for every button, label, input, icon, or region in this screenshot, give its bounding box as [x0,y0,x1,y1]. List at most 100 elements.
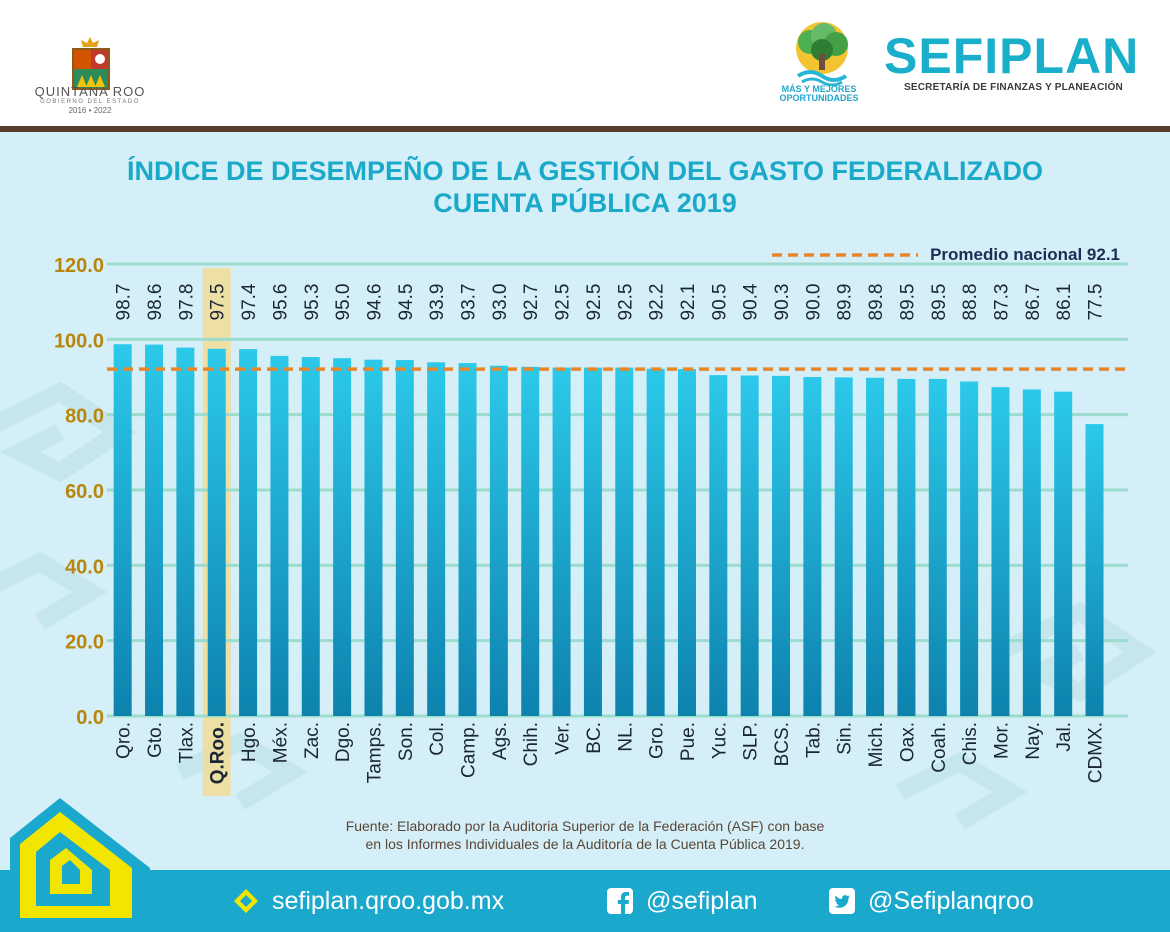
bar [646,368,665,716]
x-tick-label: Oax. [897,722,918,762]
value-label: 89.5 [897,284,918,321]
x-tick-label: Méx. [270,722,291,763]
x-tick-label: NL. [615,722,636,752]
x-tick-label: Qro. [114,722,135,759]
value-label: 92.7 [521,284,542,321]
bar [239,349,258,716]
value-label: 97.4 [239,283,260,320]
bar [1085,424,1104,716]
value-label: 97.8 [176,284,197,321]
x-tick-label: SLP. [741,722,762,761]
website-link[interactable]: sefiplan.qroo.gob.mx [232,884,504,918]
x-tick-label: Gto. [145,722,166,758]
brand-subtitle: SECRETARÍA DE FINANZAS Y PLANEACIÓN [904,82,1123,93]
y-tick-label: 40.0 [65,556,104,578]
x-tick-label: Camp. [459,722,480,778]
x-tick-label: Sin. [835,722,856,755]
bar [458,363,477,716]
x-tick-label: BC. [584,722,605,754]
x-tick-label: Q.Roo. [208,722,229,784]
value-label: 92.1 [678,284,699,321]
bar [145,344,164,716]
tree-logo-icon [796,22,848,86]
facebook-icon [607,888,633,914]
legend-label: Promedio nacional 92.1 [930,245,1120,264]
quintana-roo-shield-icon [72,37,110,90]
y-tick-label: 80.0 [65,406,104,428]
state-years: 2016 • 2022 [68,106,112,115]
value-label: 86.1 [1054,284,1075,321]
x-tick-label: Dgo. [333,722,354,762]
x-tick-label: Chis. [960,722,981,765]
value-label: 98.6 [145,284,166,321]
x-tick-label: Ags. [490,722,511,760]
facebook-text: @sefiplan [646,886,758,915]
value-label: 90.3 [772,284,793,321]
value-label: 92.5 [615,284,636,321]
value-label: 95.0 [333,284,354,321]
bar [552,367,571,716]
chart-area: ÍNDICE DE DESEMPEÑO DE LA GESTIÓN DEL GA… [0,132,1170,870]
y-tick-label: 60.0 [65,481,104,503]
source-note-line-1: Fuente: Elaborado por la Auditoria Super… [345,818,825,834]
bar-chart: 0.0 20.0 40.0 60.0 80.0 100.0 120.0 98.7 98.6 97… [54,245,1128,796]
y-tick-label: 0.0 [76,707,104,729]
bar [395,360,414,716]
x-tick-label: BCS. [772,722,793,766]
value-label: 92.5 [584,284,605,321]
twitter-text: @Sefiplanqroo [868,886,1034,915]
value-label: 95.3 [302,284,323,321]
tree-tagline-1: MÁS Y MEJORES [781,84,857,94]
bar [270,355,289,716]
y-tick-label: 120.0 [54,255,104,277]
value-label: 89.8 [866,284,887,321]
y-tick-label: 100.0 [54,330,104,352]
bar [834,377,853,716]
tree-tagline-2: OPORTUNIDADES [779,93,859,103]
bar [866,377,885,716]
header-divider [0,126,1170,132]
chart-subtitle: CUENTA PÚBLICA 2019 [433,188,737,218]
corner-diamond-logo-icon [10,798,150,932]
bar [207,348,226,716]
x-tick-label: Son. [396,722,417,761]
x-tick-label: Nay. [1023,722,1044,760]
value-label: 89.9 [835,284,856,321]
value-label: 89.5 [929,284,950,321]
bar [176,347,195,716]
x-tick-label: CDMX. [1086,722,1107,783]
value-label: 94.6 [364,284,385,321]
twitter-link[interactable]: @Sefiplanqroo [828,884,1034,918]
bar [333,358,352,716]
value-label: 93.7 [459,284,480,321]
footer [0,870,1170,932]
x-tick-label: Jal. [1054,722,1075,752]
x-tick-label: Pue. [678,722,699,761]
value-label: 94.5 [396,284,417,321]
facebook-link[interactable]: @sefiplan [606,884,758,918]
x-tick-label: Yuc. [709,722,730,759]
x-tick-label: Hgo. [239,722,260,762]
value-label: 90.5 [709,284,730,321]
x-tick-label: Mich. [866,722,887,767]
y-tick-label: 20.0 [65,632,104,654]
x-tick-label: Ver. [553,722,574,755]
bar [113,344,132,716]
bar [740,375,759,716]
twitter-icon [829,888,855,914]
value-label: 90.0 [803,284,824,321]
bar [960,381,979,716]
chart-title: ÍNDICE DE DESEMPEÑO DE LA GESTIÓN DEL GA… [126,156,1044,186]
header: QUINTANA ROO GOBIERNO DEL ESTADO 2016 • … [0,0,1170,126]
bar [583,367,602,716]
bar [301,357,320,716]
value-label: 97.5 [208,284,229,321]
bar [1054,391,1073,716]
bar [928,378,947,716]
bar [364,359,383,716]
bar [803,377,822,716]
x-tick-label: Tlax. [176,722,197,763]
x-tick-label: Zac. [302,722,323,759]
value-label: 98.7 [114,284,135,321]
